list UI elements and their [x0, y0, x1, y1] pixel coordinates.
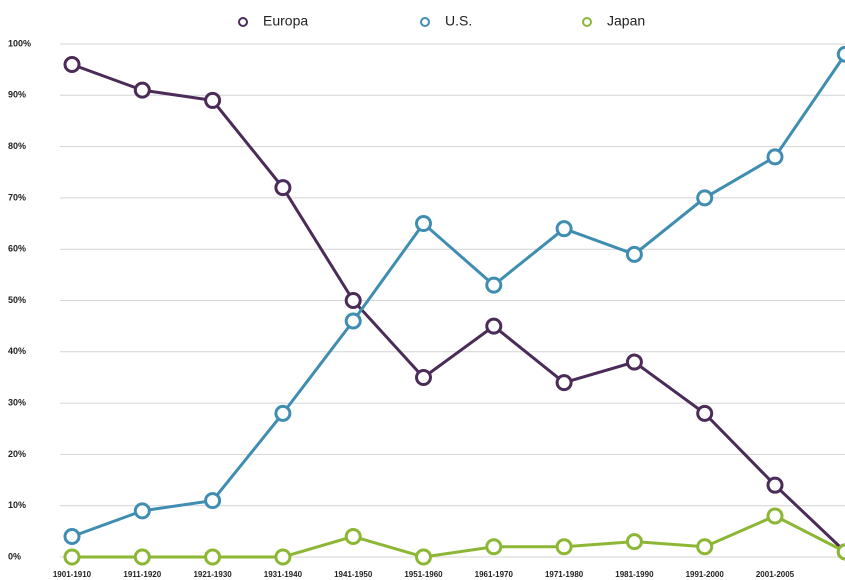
data-point [204, 492, 222, 510]
series-line [71, 63, 845, 553]
x-tick-label: 1931-1940 [264, 570, 303, 579]
data-point [555, 538, 573, 556]
x-tick-label: 1951-1960 [404, 570, 443, 579]
legend-marker [582, 17, 592, 27]
data-point [625, 353, 643, 371]
y-tick-label: 30% [8, 397, 26, 407]
legend-label: Japan [607, 13, 645, 29]
legend-label: Europa [263, 13, 308, 29]
data-point [274, 179, 292, 197]
data-point [625, 533, 643, 551]
data-point [696, 189, 714, 207]
grid: 0% 10% 20% 30% 40% 50% 60% 70% 80% 90% 100% 1901-19… [8, 38, 845, 579]
y-tick-label: 40% [8, 346, 26, 356]
y-tick-label: 60% [8, 244, 26, 254]
x-tick-label: 2001-2005 [756, 570, 795, 579]
x-tick-label: 1971-1980 [545, 570, 584, 579]
data-point [415, 548, 432, 566]
y-tick-label: 70% [8, 192, 26, 202]
data-point [836, 543, 845, 561]
data-point [415, 368, 432, 386]
data-point [836, 45, 845, 63]
data-point [555, 374, 573, 392]
y-tick-label: 50% [8, 295, 26, 305]
x-tick-label: 1911-1920 [123, 570, 161, 579]
data-point [696, 538, 714, 556]
data-point [625, 245, 643, 263]
data-point [555, 220, 573, 238]
data-point [766, 148, 784, 166]
y-tick-label: 20% [8, 449, 26, 459]
x-tick-label: 1941-1950 [334, 570, 373, 579]
x-tick-label: 1991-2000 [686, 570, 725, 579]
x-tick-label: 1901-1910 [53, 570, 92, 579]
data-point [344, 292, 362, 309]
x-tick-label: 1981-1990 [615, 570, 654, 579]
data-point [133, 502, 151, 520]
data-point [696, 404, 714, 422]
data-point [344, 312, 362, 330]
y-tick-label: 100% [8, 38, 31, 48]
x-tick-label: 1961-1970 [475, 570, 514, 579]
data-point [63, 527, 81, 545]
plot-area [63, 45, 845, 566]
data-point [485, 276, 503, 294]
y-tick-label: 10% [8, 500, 26, 510]
data-point [274, 404, 292, 422]
data-point [133, 81, 151, 99]
y-tick-label: 80% [8, 141, 26, 151]
legend-marker [238, 17, 248, 27]
series-line [71, 53, 845, 538]
data-point [485, 538, 503, 556]
data-point [344, 527, 362, 545]
data-point [766, 476, 784, 494]
y-tick-label: 90% [8, 90, 26, 100]
data-point [274, 548, 292, 566]
data-point [63, 56, 81, 74]
data-point [485, 317, 503, 335]
data-point [133, 548, 151, 566]
data-point [415, 215, 432, 233]
data-point [766, 507, 784, 525]
x-tick-label: 1921-1930 [193, 570, 232, 579]
legend-marker [420, 17, 430, 27]
data-point [63, 548, 81, 566]
data-point [204, 548, 222, 566]
series-line [72, 514, 845, 559]
y-tick-label: 0% [8, 551, 21, 561]
legend-label: U.S. [445, 13, 472, 29]
data-point [204, 91, 222, 109]
legend: Europa U.S. Japan [238, 13, 645, 29]
